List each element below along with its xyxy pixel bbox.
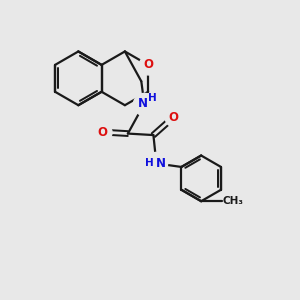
Text: O: O bbox=[97, 126, 107, 139]
Text: H: H bbox=[148, 93, 157, 103]
Text: O: O bbox=[143, 58, 153, 71]
Text: O: O bbox=[169, 111, 178, 124]
Text: H: H bbox=[146, 158, 154, 168]
Text: N: N bbox=[138, 97, 148, 110]
Text: CH₃: CH₃ bbox=[223, 196, 244, 206]
Text: N: N bbox=[156, 157, 166, 170]
